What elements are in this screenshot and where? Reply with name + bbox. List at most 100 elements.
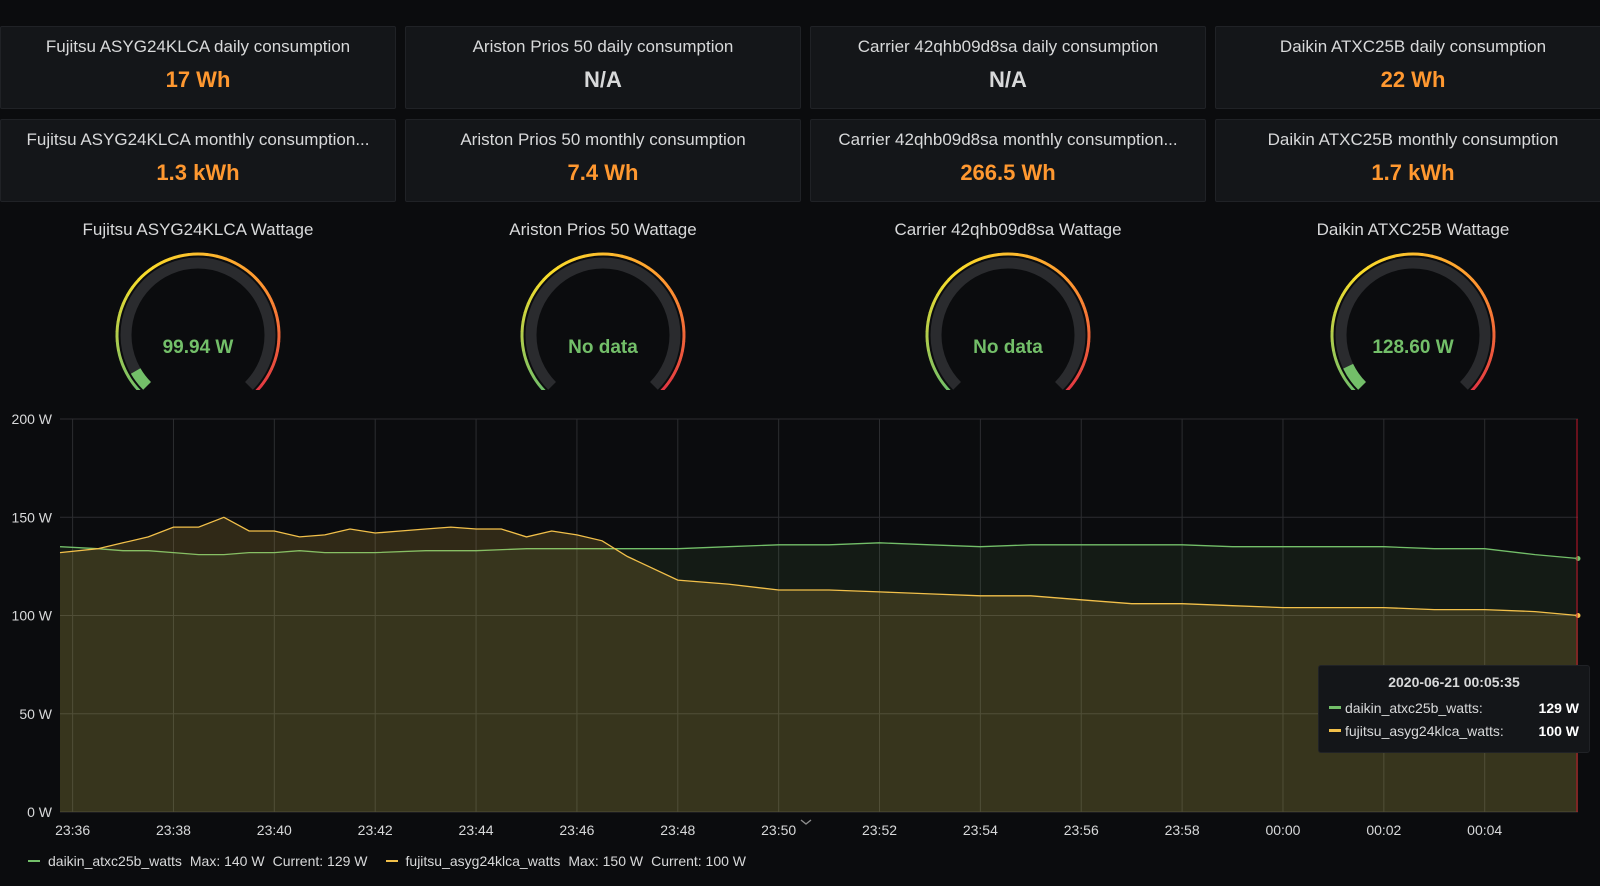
gauge-threshold-segment bbox=[937, 376, 946, 387]
gauge-threshold-segment bbox=[929, 359, 936, 370]
stat-panel-ariston-daily[interactable]: Ariston Prios 50 daily consumption N/A bbox=[405, 26, 801, 109]
gauge-threshold-segment bbox=[667, 286, 676, 297]
gauge-panel-daikin[interactable]: Daikin ATXC25B Wattage 128.60 W bbox=[1215, 210, 1600, 390]
gauge-threshold-segment bbox=[925, 321, 930, 332]
gauge-value-arc bbox=[1343, 363, 1367, 390]
gauge-threshold-segment bbox=[1375, 257, 1387, 265]
stat-title: Ariston Prios 50 daily consumption bbox=[472, 37, 734, 56]
gauge-threshold-segment bbox=[1341, 286, 1350, 297]
gauge-title: Carrier 42qhb09d8sa Wattage bbox=[894, 220, 1122, 239]
wattage-gauge bbox=[115, 252, 281, 390]
gauge-value: 99.94 W bbox=[162, 337, 234, 358]
gauge-threshold-segment bbox=[1482, 294, 1490, 306]
stat-panel-ariston-monthly[interactable]: Ariston Prios 50 monthly consumption 7.4… bbox=[405, 119, 801, 202]
gauge-threshold-segment bbox=[116, 312, 122, 323]
legend-item-fujitsu[interactable]: fujitsu_asyg24klca_watts Max: 150 W Curr… bbox=[385, 853, 746, 869]
y-tick-label: 150 W bbox=[12, 509, 53, 525]
gauge-threshold-segment bbox=[557, 261, 568, 269]
gauge-threshold-segment bbox=[1330, 321, 1335, 332]
stat-title: Carrier 42qhb09d8sa monthly consumption.… bbox=[838, 130, 1178, 149]
gauge-threshold-segment bbox=[225, 257, 236, 265]
gauge-threshold-segment bbox=[1431, 254, 1443, 261]
gauge-threshold-segment bbox=[524, 359, 531, 370]
stat-value: 266.5 Wh bbox=[960, 160, 1056, 185]
gauge-threshold-segment bbox=[1017, 253, 1028, 258]
stat-panel-daikin-monthly[interactable]: Daikin ATXC25B monthly consumption 1.7 k… bbox=[1215, 119, 1600, 202]
legend-series-name: daikin_atxc25b_watts bbox=[48, 853, 182, 869]
gauge-threshold-segment bbox=[1412, 252, 1424, 257]
series-swatch bbox=[28, 860, 40, 862]
gauge-panel-carrier[interactable]: Carrier 42qhb09d8sa Wattage No data bbox=[810, 210, 1206, 390]
gauge-threshold-segment bbox=[527, 367, 536, 379]
legend-item-daikin[interactable]: daikin_atxc25b_watts Max: 140 W Current:… bbox=[28, 853, 368, 869]
gauge-threshold-segment bbox=[1484, 359, 1492, 371]
gauge-threshold-segment bbox=[1331, 312, 1337, 323]
gauge-threshold-segment bbox=[660, 384, 668, 390]
stat-panel-carrier-daily[interactable]: Carrier 42qhb09d8sa daily consumption N/… bbox=[810, 26, 1206, 109]
stat-value: 17 Wh bbox=[165, 67, 231, 92]
gauge-value: 128.60 W bbox=[1372, 337, 1454, 358]
gauge-threshold-segment bbox=[265, 368, 273, 379]
gauge-threshold-segment bbox=[676, 303, 683, 314]
tooltip-series-value: 100 W bbox=[1538, 722, 1579, 739]
gauge-threshold-segment bbox=[178, 253, 190, 258]
gauge-threshold-segment bbox=[1035, 257, 1046, 265]
series-area-0 bbox=[60, 542, 1578, 812]
gauge-panel-fujitsu[interactable]: Fujitsu ASYG24KLCA Wattage 99.94 W bbox=[0, 210, 396, 390]
gauge-threshold-segment bbox=[260, 376, 269, 387]
gauge-threshold-segment bbox=[639, 261, 650, 270]
x-tick-label: 23:58 bbox=[1165, 822, 1200, 838]
gauge-threshold-segment bbox=[269, 359, 277, 371]
gauge-threshold-segment bbox=[127, 376, 136, 387]
gauge-threshold-segment bbox=[1491, 322, 1496, 333]
gauge-threshold-segment bbox=[521, 312, 527, 323]
graph-legend: daikin_atxc25b_watts Max: 140 W Current:… bbox=[28, 853, 764, 869]
gauge-threshold-segment bbox=[121, 294, 129, 305]
gauge-track bbox=[120, 257, 276, 390]
gauge-threshold-segment bbox=[565, 257, 577, 265]
gauge-threshold-segment bbox=[665, 376, 674, 387]
stat-value: N/A bbox=[584, 67, 622, 92]
stat-panel-fujitsu-monthly[interactable]: Fujitsu ASYG24KLCA monthly consumption..… bbox=[0, 119, 396, 202]
stat-panel-carrier-monthly[interactable]: Carrier 42qhb09d8sa monthly consumption.… bbox=[810, 119, 1206, 202]
gauge-value-arc bbox=[130, 368, 152, 390]
x-tick-label: 23:42 bbox=[358, 822, 393, 838]
y-tick-label: 50 W bbox=[19, 706, 52, 722]
wattage-graph-panel[interactable]: 0 W 50 W 100 W 150 W 200 W 23:36 23:38 23:40 23:… bbox=[0, 405, 1600, 886]
gauge-threshold-segment bbox=[988, 253, 1000, 258]
stat-value: 1.7 kWh bbox=[1371, 160, 1455, 185]
gauge-panel-ariston[interactable]: Ariston Prios 50 Wattage No data bbox=[405, 210, 801, 390]
gauge-threshold-segment bbox=[979, 254, 990, 261]
y-tick-label: 0 W bbox=[27, 804, 53, 820]
gauge-threshold-segment bbox=[526, 294, 534, 305]
wattage-time-series-chart[interactable]: 0 W 50 W 100 W 150 W 200 W 23:36 23:38 23:40 23:… bbox=[0, 405, 1600, 886]
gauge-threshold-segment bbox=[932, 367, 941, 379]
chevron-down-icon bbox=[800, 819, 812, 825]
gauge-threshold-segment bbox=[593, 252, 604, 257]
gauge-threshold-segment bbox=[197, 252, 209, 257]
gauge-threshold-segment bbox=[119, 359, 126, 370]
gauge-threshold-segment bbox=[262, 286, 271, 297]
gauge-threshold-segment bbox=[1475, 376, 1484, 387]
legend-max: Max: 150 W bbox=[568, 853, 644, 869]
stat-title: Fujitsu ASYG24KLCA monthly consumption..… bbox=[26, 130, 370, 149]
gauge-threshold-segment bbox=[936, 286, 945, 297]
gauge-threshold-segment bbox=[1333, 302, 1340, 314]
gauge-threshold-segment bbox=[1007, 252, 1019, 257]
stat-panel-fujitsu-daily[interactable]: Fujitsu ASYG24KLCA daily consumption 17 … bbox=[0, 26, 396, 109]
gauge-threshold-segment bbox=[1336, 294, 1344, 305]
gauge-threshold-segment bbox=[1077, 294, 1085, 306]
x-tick-label: 23:44 bbox=[459, 822, 494, 838]
stat-value: 22 Wh bbox=[1380, 67, 1446, 92]
gauge-threshold-segment bbox=[674, 359, 682, 371]
graph-tooltip: 2020-06-21 00:05:35 daikin_atxc25b_watts… bbox=[1318, 665, 1590, 753]
tooltip-row-fujitsu: fujitsu_asyg24klca_watts: 100 W bbox=[1329, 719, 1579, 742]
gauge-threshold-segment bbox=[1044, 261, 1055, 270]
gauge-threshold-segment bbox=[1403, 252, 1414, 257]
gauge-threshold-segment bbox=[1393, 253, 1405, 258]
gauge-threshold-segment bbox=[998, 252, 1009, 257]
gauge-threshold-segment bbox=[621, 254, 633, 261]
series-hover-point bbox=[1575, 613, 1581, 618]
stat-panel-daikin-daily[interactable]: Daikin ATXC25B daily consumption 22 Wh bbox=[1215, 26, 1600, 109]
gauge-threshold-segment bbox=[188, 252, 199, 257]
